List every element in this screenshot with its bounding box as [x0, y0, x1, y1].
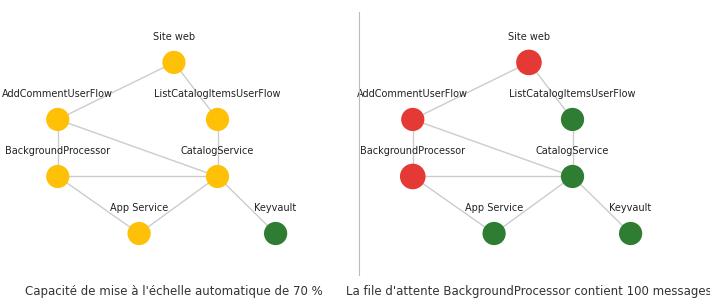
Point: [52, 117, 63, 122]
Text: Site web: Site web: [508, 32, 550, 42]
Point: [133, 231, 145, 236]
Text: AddCommentUserFlow: AddCommentUserFlow: [2, 89, 114, 99]
Point: [625, 231, 636, 236]
Text: BackgroundProcessor: BackgroundProcessor: [360, 146, 465, 156]
Text: App Service: App Service: [110, 203, 168, 213]
Text: ListCatalogItemsUserFlow: ListCatalogItemsUserFlow: [509, 89, 635, 99]
Text: Site web: Site web: [153, 32, 195, 42]
Text: App Service: App Service: [465, 203, 523, 213]
Point: [407, 174, 418, 179]
Point: [567, 174, 578, 179]
Point: [567, 117, 578, 122]
Point: [168, 60, 180, 65]
Point: [270, 231, 281, 236]
Text: BackgroundProcessor: BackgroundProcessor: [5, 146, 110, 156]
Text: AddCommentUserFlow: AddCommentUserFlow: [357, 89, 469, 99]
Text: CatalogService: CatalogService: [181, 146, 254, 156]
Point: [52, 174, 63, 179]
Text: ListCatalogItemsUserFlow: ListCatalogItemsUserFlow: [154, 89, 280, 99]
Text: La file d'attente BackgroundProcessor contient 100 messages: La file d'attente BackgroundProcessor co…: [346, 285, 710, 297]
Text: CatalogService: CatalogService: [536, 146, 609, 156]
Text: Keyvault: Keyvault: [609, 203, 652, 213]
Text: Capacité de mise à l'échelle automatique de 70 %: Capacité de mise à l'échelle automatique…: [25, 285, 323, 297]
Point: [212, 117, 223, 122]
Point: [407, 117, 418, 122]
Point: [523, 60, 535, 65]
Text: Keyvault: Keyvault: [254, 203, 297, 213]
Point: [212, 174, 223, 179]
Point: [488, 231, 500, 236]
